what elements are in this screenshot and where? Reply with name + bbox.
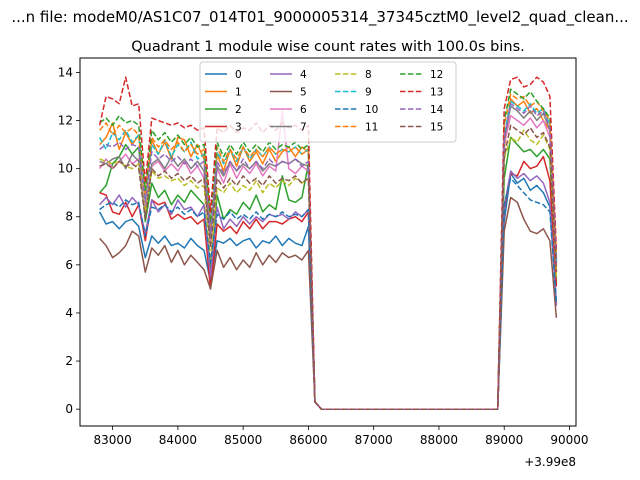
legend-label-15: 15 <box>430 122 443 134</box>
legend-label-4: 4 <box>300 69 307 81</box>
series-line-15 <box>99 124 558 410</box>
y-tick-label: 2 <box>65 354 73 368</box>
y-tick-label: 0 <box>65 402 73 416</box>
legend-label-14: 14 <box>430 104 444 116</box>
legend-label-12: 12 <box>430 69 443 81</box>
legend-label-5: 5 <box>300 87 307 99</box>
x-axis-offset-label: +3.99e8 <box>524 455 576 469</box>
legend-label-13: 13 <box>430 87 443 99</box>
x-tick-label: 85000 <box>224 433 262 447</box>
y-tick-label: 4 <box>65 306 73 320</box>
x-tick-label: 88000 <box>420 433 458 447</box>
chart-title: Quadrant 1 module wise count rates with … <box>131 39 525 55</box>
y-axis: 0 2 4 6 8 10 12 14 <box>58 65 80 416</box>
legend-label-6: 6 <box>300 104 307 116</box>
legend-label-11: 11 <box>365 122 378 134</box>
plot-lines <box>98 76 558 410</box>
y-tick-label: 14 <box>58 65 73 79</box>
legend-label-2: 2 <box>235 104 242 116</box>
legend-label-10: 10 <box>365 104 378 116</box>
legend-label-8: 8 <box>365 69 372 81</box>
legend-label-0: 0 <box>235 69 242 81</box>
x-tick-label: 83000 <box>94 433 132 447</box>
legend-box <box>199 61 457 143</box>
x-tick-label: 87000 <box>355 433 393 447</box>
legend-label-9: 9 <box>365 87 372 99</box>
x-tick-label: 89000 <box>485 433 523 447</box>
legend-label-7: 7 <box>300 122 307 134</box>
legend-label-3: 3 <box>235 122 242 134</box>
y-tick-label: 8 <box>65 210 73 224</box>
legend-label-1: 1 <box>235 87 242 99</box>
x-tick-label: 84000 <box>159 433 197 447</box>
y-tick-label: 10 <box>58 162 73 176</box>
y-tick-label: 6 <box>65 258 73 272</box>
x-axis: 83000 84000 85000 86000 87000 88000 89000 90000 <box>94 426 589 447</box>
y-tick-label: 12 <box>58 114 73 128</box>
figure-suptitle: ...n file: modeM0/AS1C07_014T01_90000053… <box>11 8 628 27</box>
x-tick-label: 90000 <box>550 433 588 447</box>
axes-frame <box>79 57 577 427</box>
x-tick-label: 86000 <box>289 433 327 447</box>
